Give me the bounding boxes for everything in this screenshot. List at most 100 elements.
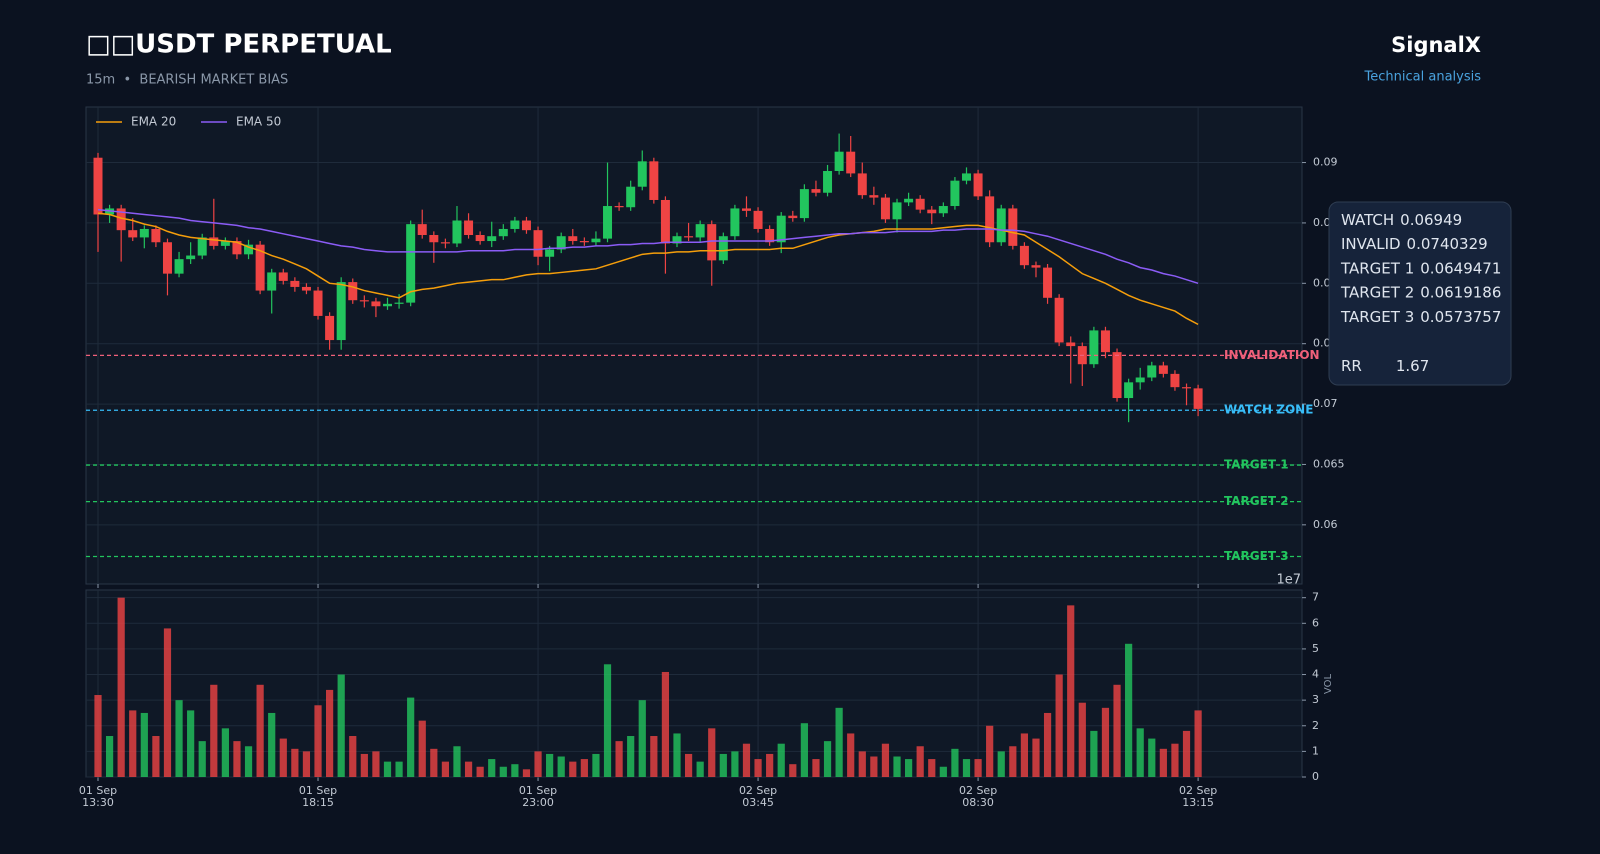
volume-bar xyxy=(569,761,577,777)
volume-bar xyxy=(326,689,334,777)
candle-body xyxy=(464,220,474,236)
candle-body xyxy=(359,300,369,302)
volume-bar xyxy=(939,766,947,777)
candle-body xyxy=(452,220,462,244)
candle-body xyxy=(162,242,172,274)
x-tick-label: 23:00 xyxy=(522,796,554,809)
candle-body xyxy=(556,236,566,250)
volume-bar xyxy=(314,705,322,777)
volume-bar xyxy=(754,759,762,777)
candle-body xyxy=(475,235,485,242)
candle-body xyxy=(139,228,149,238)
y-tick-label: 0 xyxy=(1312,770,1319,783)
candle-body xyxy=(197,237,207,256)
candle-body xyxy=(603,206,613,239)
candle-body xyxy=(1170,373,1180,388)
candle-body xyxy=(869,195,879,198)
y-tick-label: 1 xyxy=(1312,744,1319,757)
candle-body xyxy=(626,186,636,208)
candle-body xyxy=(545,249,555,257)
x-tick-label: 01 Sep xyxy=(299,784,337,797)
candle-body xyxy=(614,206,624,208)
y-tick-label: 0.09 xyxy=(1313,156,1338,169)
volume-bar xyxy=(476,766,484,777)
info-label: TARGET 3 xyxy=(1340,307,1414,325)
candle-body xyxy=(811,189,821,193)
volume-bar xyxy=(951,748,959,777)
y-tick-label: 7 xyxy=(1312,591,1319,604)
volume-bar xyxy=(233,741,241,777)
y-tick-label: 0.07 xyxy=(1313,397,1338,410)
candle-body xyxy=(927,209,937,214)
y-tick-label: 2 xyxy=(1312,719,1319,732)
subtitle: 15m • BEARISH MARKET BIAS xyxy=(86,73,288,88)
volume-bar xyxy=(835,707,843,777)
candle-body xyxy=(684,236,694,238)
info-row: INVALID 0.0740329 xyxy=(1341,235,1488,253)
candle-body xyxy=(487,236,497,242)
volume-bar xyxy=(187,710,195,777)
candle-body xyxy=(880,197,890,220)
candle-body xyxy=(799,189,809,219)
volume-bar xyxy=(302,751,311,777)
volume-bar xyxy=(430,748,438,777)
candle-body xyxy=(116,208,126,231)
candle-body xyxy=(232,241,242,255)
volume-bar xyxy=(349,736,357,777)
volume-bar xyxy=(94,695,102,777)
info-label: INVALID xyxy=(1341,235,1401,253)
candle-body xyxy=(672,236,682,244)
volume-bar xyxy=(453,746,461,777)
volume-bar xyxy=(962,759,971,777)
candle-body xyxy=(1147,365,1157,378)
candle-body xyxy=(128,230,138,238)
candle-body xyxy=(1066,342,1076,347)
volume-bar xyxy=(488,759,496,777)
x-tick-label: 13:30 xyxy=(82,796,114,809)
volume-bar xyxy=(1043,712,1052,777)
volume-bar xyxy=(244,746,253,777)
candle-body xyxy=(765,228,775,243)
candle-body xyxy=(1043,267,1053,298)
volume-bar xyxy=(580,759,588,777)
info-value: 0.0619186 xyxy=(1420,283,1501,301)
candle-body xyxy=(301,286,311,291)
volume-bar xyxy=(881,743,890,777)
candle-body xyxy=(892,202,902,220)
candle-body xyxy=(498,228,508,237)
volume-bar xyxy=(1078,702,1086,777)
volume-bar xyxy=(893,756,901,777)
candle-body xyxy=(904,198,914,203)
volume-bar xyxy=(812,759,820,777)
candle-body xyxy=(1031,265,1041,268)
candle-body xyxy=(996,208,1006,243)
info-row: TARGET 1 0.0649471 xyxy=(1340,259,1501,277)
info-value: 0.0649471 xyxy=(1420,259,1501,277)
candle-body xyxy=(521,220,531,231)
candle-body xyxy=(1019,245,1029,266)
candle-body xyxy=(348,282,358,301)
candle-body xyxy=(637,161,647,187)
volume-bar xyxy=(1101,707,1110,777)
volume-bar xyxy=(650,736,658,777)
volume-bar xyxy=(870,756,878,777)
volume-bar xyxy=(279,738,287,777)
volume-bar xyxy=(105,736,114,777)
candle-body xyxy=(255,244,265,291)
candle-body xyxy=(220,241,230,246)
volume-bar xyxy=(592,753,600,777)
candle-body xyxy=(151,228,161,243)
price-panel xyxy=(85,106,1303,585)
volume-bar xyxy=(1067,605,1075,777)
volume-bar xyxy=(858,751,866,777)
y-tick-label: 4 xyxy=(1312,668,1319,681)
volume-bar xyxy=(499,766,507,777)
volume-bar xyxy=(395,761,403,777)
info-value: 0.06949 xyxy=(1400,211,1462,229)
volume-bar xyxy=(557,756,565,777)
info-row: WATCH 0.06949 xyxy=(1341,211,1462,229)
info-row: RR 1.67 xyxy=(1341,357,1429,375)
volume-bar xyxy=(731,751,739,777)
volume-bar xyxy=(1020,733,1028,777)
